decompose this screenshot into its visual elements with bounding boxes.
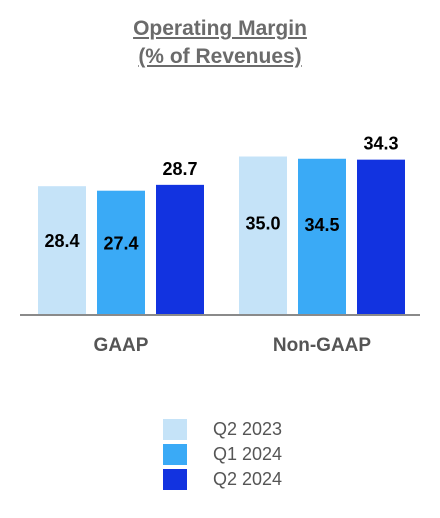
bar-gaap-q1-2024: [97, 190, 145, 314]
data-label-gaap-q2-2024: 28.7: [162, 159, 197, 179]
bar-non-gaap-q2-2024: [357, 159, 405, 314]
legend-label-q1-2024: Q1 2024: [213, 443, 283, 464]
data-label-non-gaap-q1-2024: 34.5: [304, 215, 339, 235]
legend-item-q1-2024: Q1 2024: [163, 442, 282, 466]
data-label-gaap-q1-2024: 27.4: [103, 233, 138, 253]
legend-swatch-q2-2023: [163, 418, 187, 440]
legend-swatch-q1-2024: [163, 443, 187, 465]
category-label-gaap: GAAP: [94, 335, 149, 356]
data-label-non-gaap-q2-2024: 34.3: [363, 134, 398, 154]
legend-item-q2-2024: Q2 2024: [163, 467, 282, 491]
legend-label-q2-2023: Q2 2023: [213, 418, 283, 439]
data-label-non-gaap-q2-2023: 35.0: [245, 214, 280, 234]
chart-title: Operating Margin: [133, 17, 307, 40]
bar-gaap-q2-2023: [38, 186, 86, 314]
legend-swatch-q2-2024: [163, 468, 187, 490]
bar-gaap-q2-2024: [156, 184, 204, 314]
legend-item-q2-2023: Q2 2023: [163, 417, 282, 441]
legend-label-q2-2024: Q2 2024: [213, 468, 283, 489]
legend: Q2 2023 Q1 2024 Q2 2024: [163, 417, 282, 492]
data-label-gaap-q2-2023: 28.4: [44, 231, 79, 251]
category-label-non-gaap: Non-GAAP: [273, 335, 371, 356]
bar-non-gaap-q2-2023: [239, 156, 287, 314]
bar-non-gaap-q1-2024: [298, 158, 346, 314]
chart-subtitle: (% of Revenues): [138, 45, 302, 68]
bar-chart: 28.4 27.4 28.7 GAAP 35.0 34.5 34.3 Non-GAAP: [20, 134, 420, 356]
